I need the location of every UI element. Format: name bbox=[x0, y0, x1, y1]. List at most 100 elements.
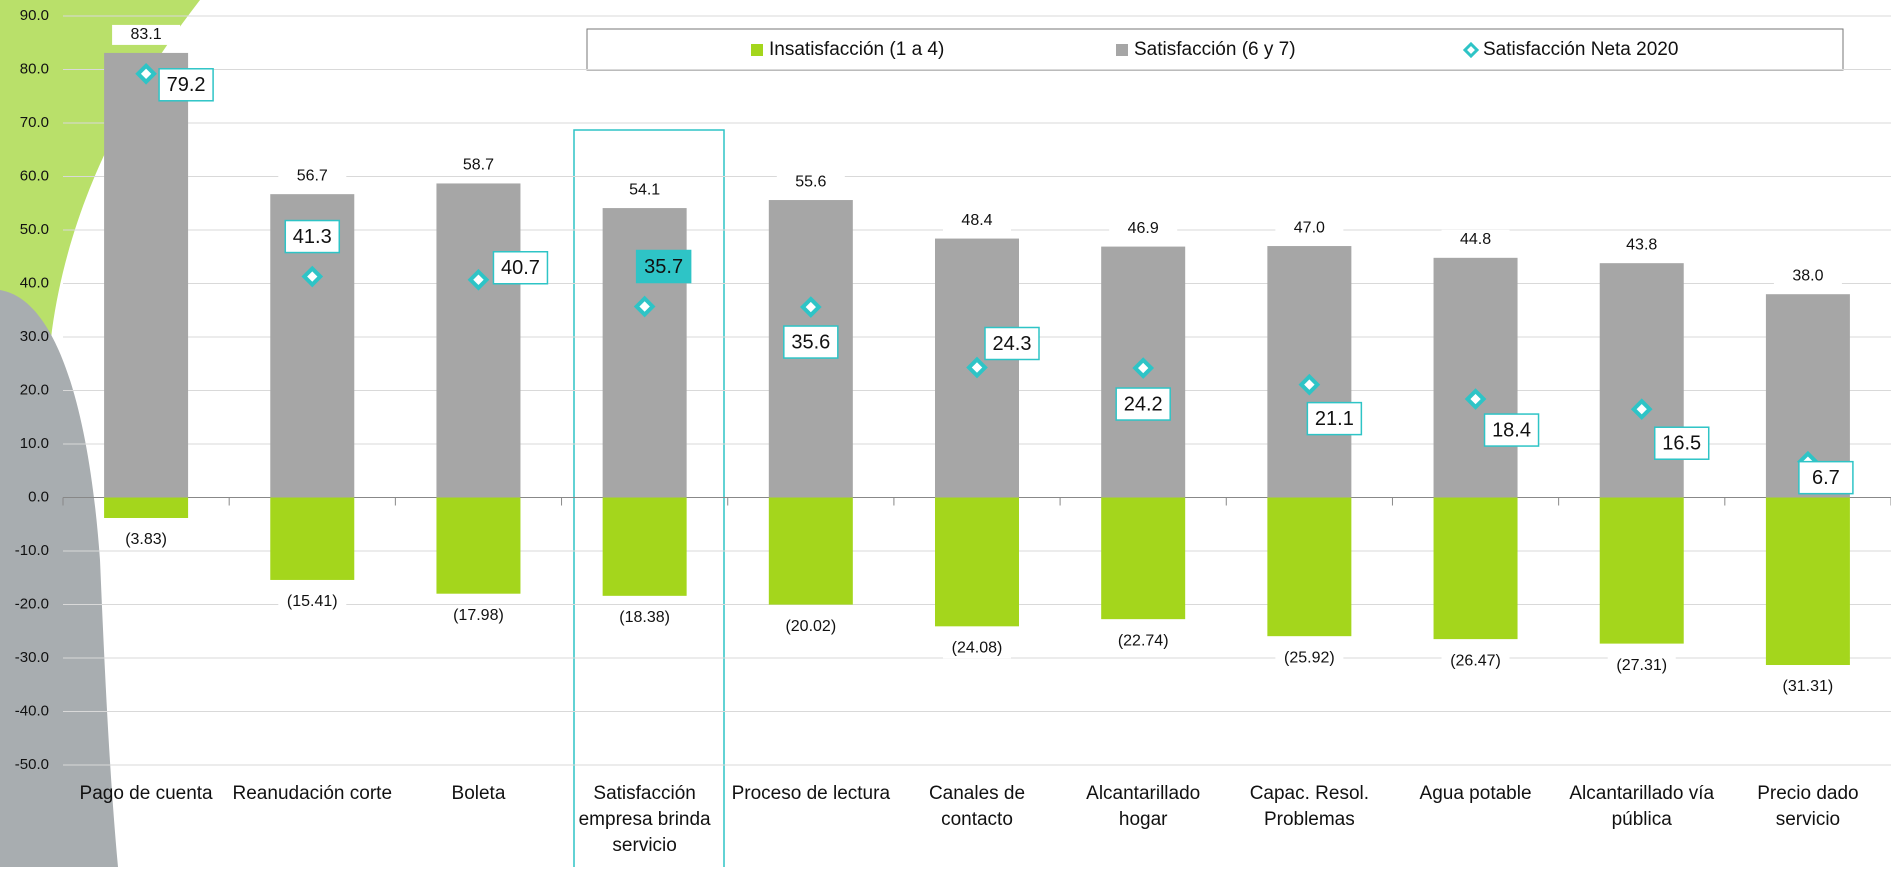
value-label-bg bbox=[1275, 648, 1344, 669]
value-label: (26.47) bbox=[1450, 652, 1501, 669]
x-tick-label: pública bbox=[1612, 809, 1673, 830]
value-label: (18.38) bbox=[619, 609, 670, 626]
bar bbox=[1765, 497, 1850, 666]
x-tick-label: Reanudación corte bbox=[233, 783, 393, 804]
value-label: (24.08) bbox=[952, 640, 1003, 657]
x-tick-label: Boleta bbox=[452, 783, 506, 804]
net-label: 16.5 bbox=[1662, 433, 1701, 455]
value-label: (3.83) bbox=[125, 531, 167, 548]
value-label-bg bbox=[278, 591, 347, 612]
x-tick-label: contacto bbox=[941, 809, 1013, 830]
bar bbox=[1599, 497, 1684, 644]
value-label: 55.6 bbox=[795, 173, 826, 190]
value-label-bg bbox=[610, 607, 679, 628]
net-label: 35.7 bbox=[644, 256, 683, 278]
value-label-bg bbox=[444, 605, 513, 626]
net-label: 24.3 bbox=[993, 333, 1032, 355]
bar bbox=[602, 497, 687, 596]
y-tick-label: 0.0 bbox=[28, 488, 49, 505]
net-marker bbox=[1464, 388, 1487, 410]
bar bbox=[104, 52, 189, 498]
y-tick-label: 50.0 bbox=[20, 221, 49, 238]
x-tick-label: servicio bbox=[612, 835, 676, 856]
y-tick-label: 40.0 bbox=[20, 274, 49, 291]
x-tick-label: servicio bbox=[1776, 809, 1840, 830]
value-label-bg bbox=[1773, 677, 1842, 698]
decor-green bbox=[0, 0, 200, 680]
legend-label: Satisfacción Neta 2020 bbox=[1483, 39, 1678, 60]
value-label-bg bbox=[112, 529, 181, 550]
value-label: 44.8 bbox=[1460, 231, 1491, 248]
value-label: 43.8 bbox=[1626, 236, 1657, 253]
bar bbox=[1433, 497, 1518, 640]
legend-swatch bbox=[1116, 44, 1128, 56]
value-label: (25.92) bbox=[1284, 649, 1335, 666]
x-tick-label: empresa brinda bbox=[579, 809, 711, 830]
value-label: 56.7 bbox=[297, 167, 328, 184]
y-tick-label: -50.0 bbox=[15, 756, 49, 773]
value-label: (20.02) bbox=[785, 618, 836, 635]
net-label: 35.6 bbox=[791, 331, 830, 353]
value-label: (31.31) bbox=[1783, 678, 1834, 695]
net-marker bbox=[1630, 398, 1653, 421]
net-label-box bbox=[158, 68, 214, 102]
bar bbox=[1101, 497, 1186, 620]
bar bbox=[1267, 246, 1352, 498]
value-label: 54.1 bbox=[629, 181, 660, 198]
bar bbox=[768, 497, 853, 605]
y-tick-label: 10.0 bbox=[20, 435, 49, 452]
value-label: (15.41) bbox=[287, 593, 338, 610]
net-marker bbox=[467, 268, 490, 291]
value-label-bg bbox=[776, 172, 845, 193]
value-label-bg bbox=[776, 616, 845, 637]
value-label-bg bbox=[943, 210, 1011, 231]
value-label: (27.31) bbox=[1616, 657, 1667, 674]
value-label: (17.98) bbox=[453, 607, 504, 624]
value-label: 58.7 bbox=[463, 157, 494, 174]
x-tick-label: Proceso de lectura bbox=[732, 783, 891, 804]
value-label: 47.0 bbox=[1294, 219, 1325, 236]
x-tick-label: hogar bbox=[1119, 809, 1168, 830]
legend-box bbox=[586, 28, 1844, 71]
net-label: 6.7 bbox=[1812, 467, 1840, 489]
bar bbox=[270, 497, 355, 580]
bar bbox=[436, 497, 521, 594]
y-tick-label: 90.0 bbox=[20, 7, 49, 24]
y-tick-label: 80.0 bbox=[20, 60, 49, 77]
net-label-box bbox=[984, 326, 1040, 361]
net-label: 24.2 bbox=[1124, 393, 1163, 415]
y-tick-label: -10.0 bbox=[15, 542, 49, 559]
value-label-bg bbox=[444, 155, 513, 176]
value-label-bg bbox=[1441, 229, 1510, 250]
net-label-box bbox=[1115, 387, 1171, 421]
net-label-box bbox=[1798, 460, 1854, 495]
net-label-box bbox=[1653, 426, 1710, 460]
value-label: 48.4 bbox=[961, 212, 992, 229]
y-tick-label: 60.0 bbox=[20, 167, 49, 184]
value-label-bg bbox=[1109, 218, 1178, 239]
y-tick-label: 30.0 bbox=[20, 328, 49, 345]
legend-label: Satisfacción (6 y 7) bbox=[1134, 39, 1296, 60]
net-label-box bbox=[1306, 401, 1363, 436]
value-label-bg bbox=[1109, 631, 1178, 652]
bar bbox=[104, 497, 189, 518]
bar bbox=[1433, 257, 1518, 498]
x-tick-label: Satisfacción bbox=[593, 783, 695, 804]
net-label: 41.3 bbox=[293, 226, 332, 248]
net-label-box bbox=[284, 219, 341, 254]
legend-label: Insatisfacción (1 a 4) bbox=[769, 39, 944, 60]
y-tick-label: 20.0 bbox=[20, 381, 49, 398]
net-label-box bbox=[492, 251, 549, 285]
net-label-box bbox=[635, 249, 692, 284]
x-tick-label: Canales de bbox=[929, 783, 1025, 804]
value-label-bg bbox=[1607, 235, 1676, 256]
x-tick-label: Pago de cuenta bbox=[80, 783, 214, 804]
value-label-bg bbox=[1441, 651, 1510, 672]
net-label: 18.4 bbox=[1492, 419, 1531, 441]
bar bbox=[1599, 263, 1684, 498]
legend-swatch bbox=[751, 44, 763, 56]
value-label: (22.74) bbox=[1118, 632, 1169, 649]
value-label-bg bbox=[943, 638, 1011, 659]
net-label-box bbox=[1483, 413, 1540, 447]
